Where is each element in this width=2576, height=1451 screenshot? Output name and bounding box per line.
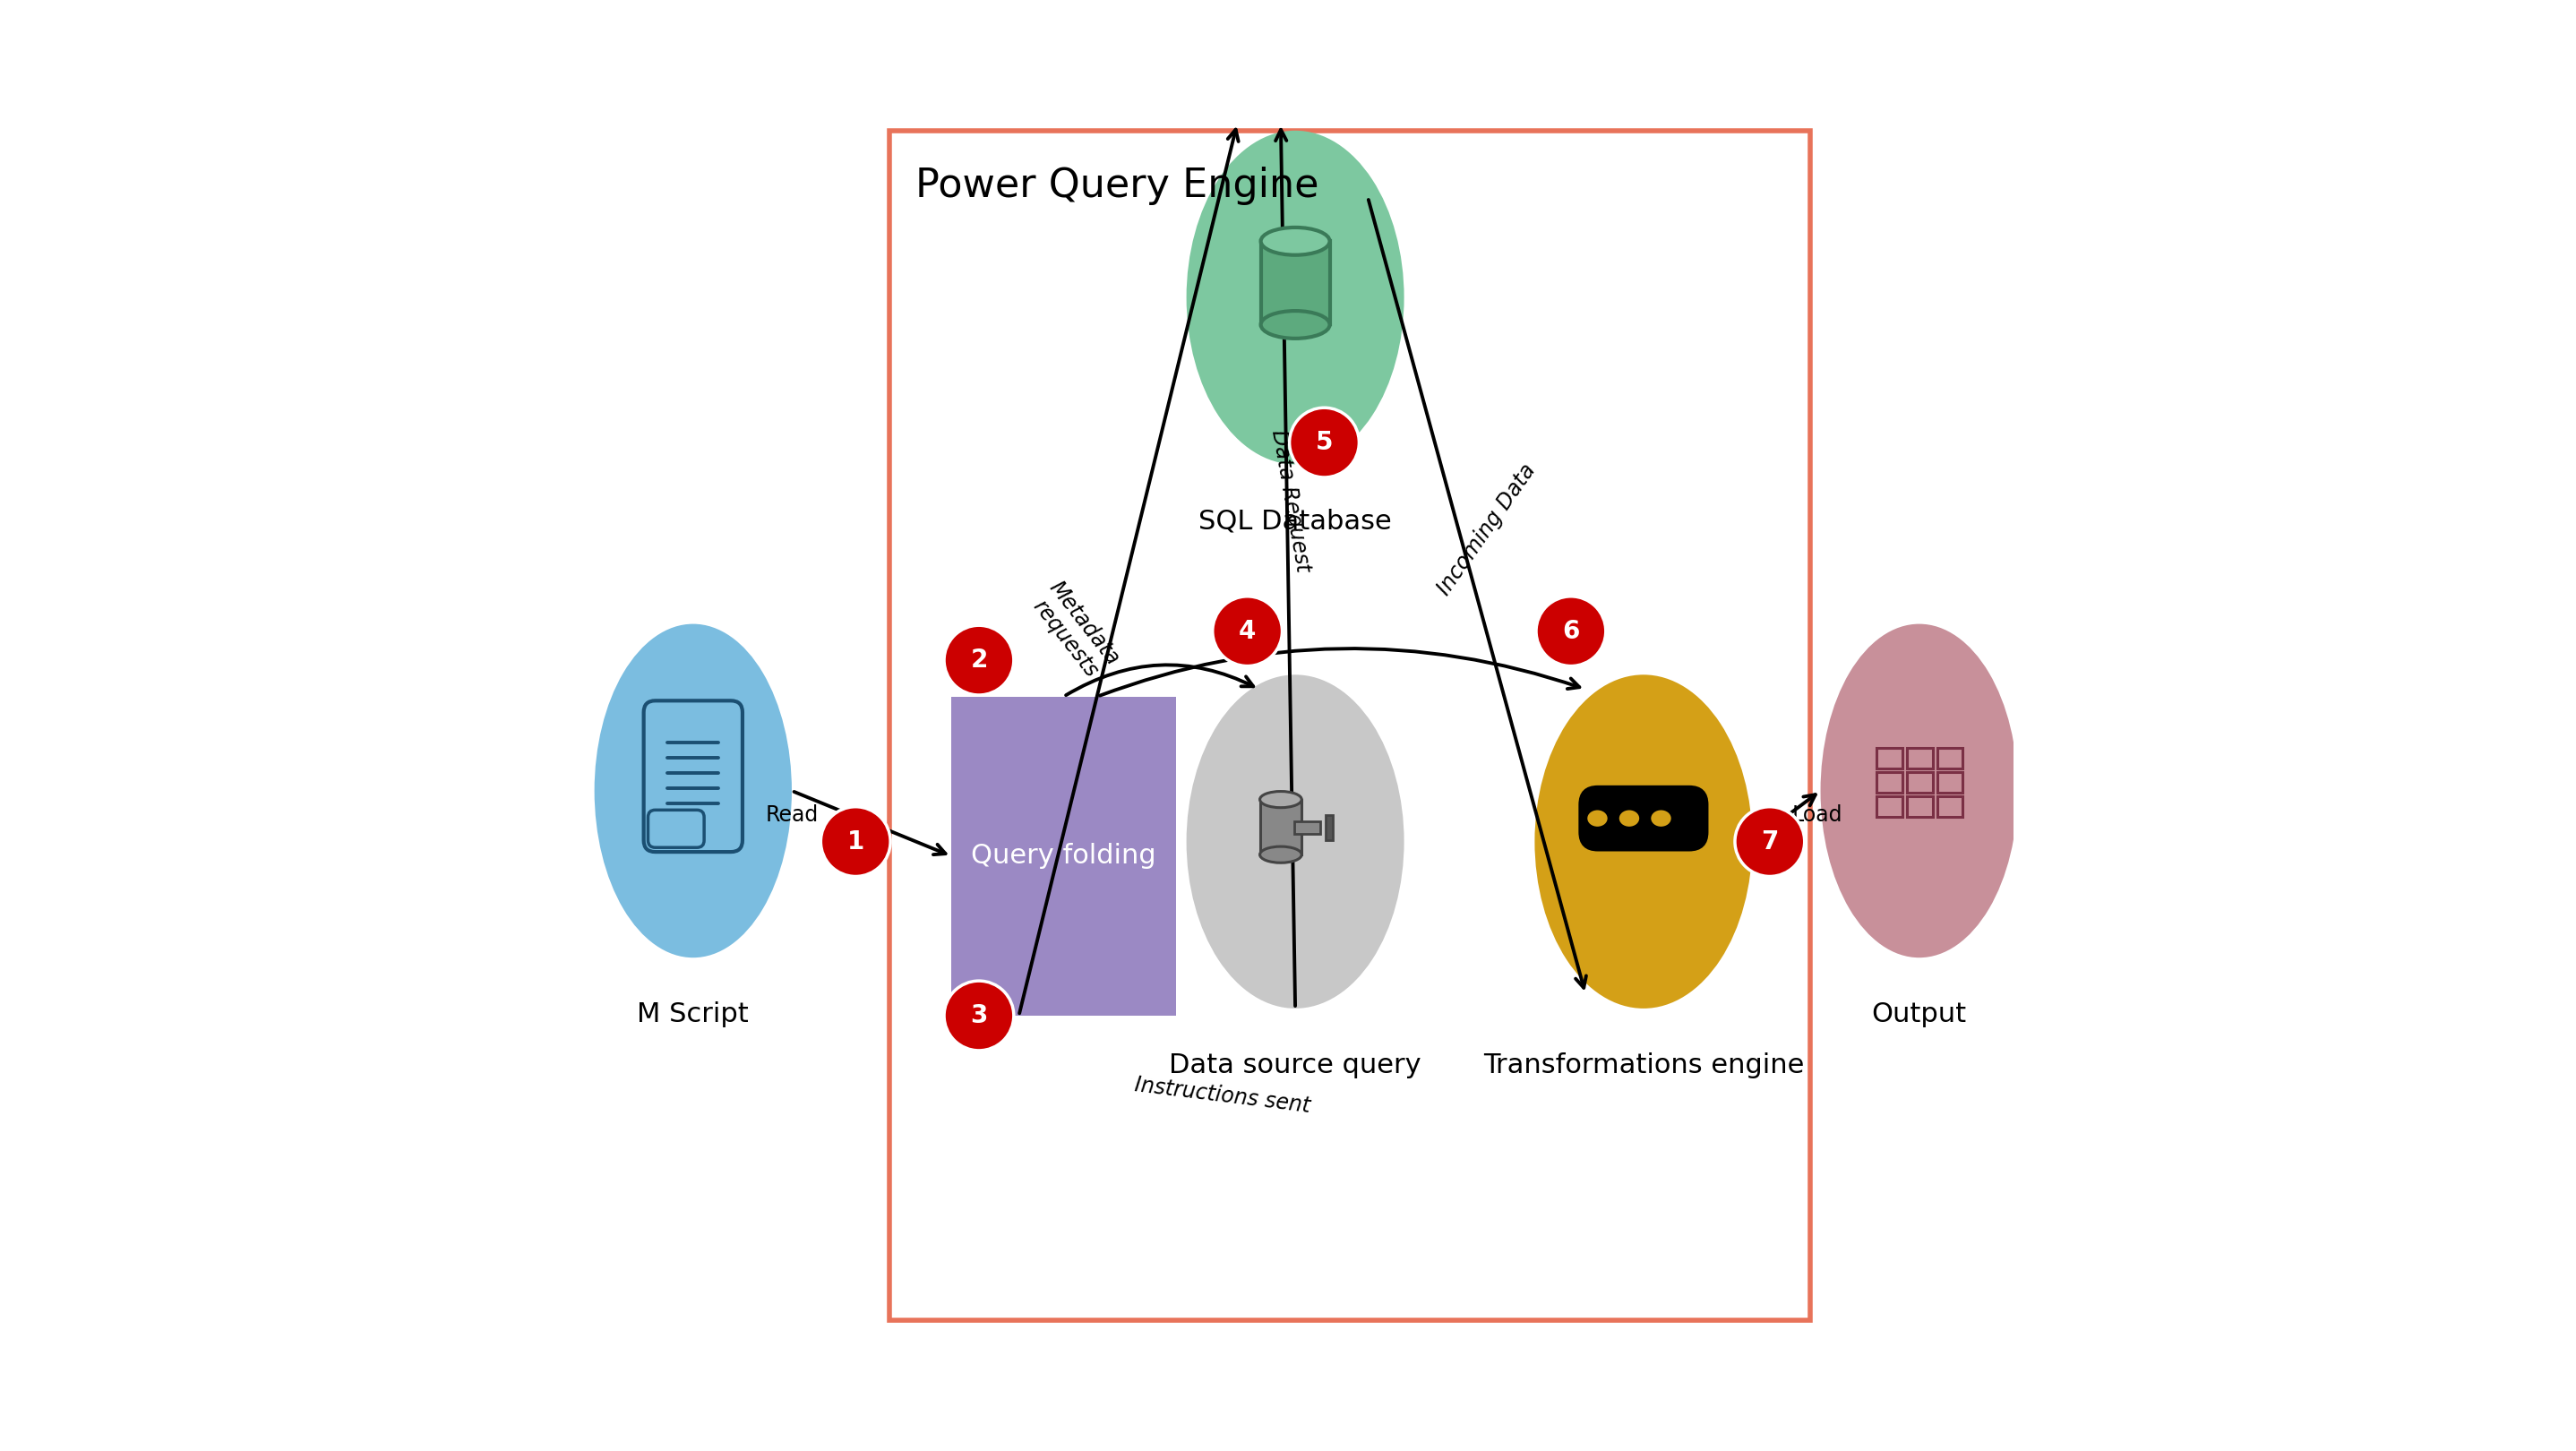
Bar bbox=[1260, 800, 1301, 855]
Text: Metadata
requests: Metadata requests bbox=[1025, 577, 1123, 685]
Text: 6: 6 bbox=[1561, 618, 1579, 644]
Text: 5: 5 bbox=[1316, 429, 1332, 456]
Text: 7: 7 bbox=[1762, 829, 1777, 855]
Text: 1: 1 bbox=[848, 829, 863, 855]
Ellipse shape bbox=[1651, 810, 1672, 827]
Circle shape bbox=[1535, 596, 1605, 666]
Text: 4: 4 bbox=[1239, 618, 1257, 644]
FancyBboxPatch shape bbox=[1659, 792, 1669, 814]
Circle shape bbox=[1291, 408, 1360, 477]
Text: Incoming Data: Incoming Data bbox=[1432, 460, 1540, 599]
FancyArrowPatch shape bbox=[1020, 129, 1239, 1013]
Text: SQL Database: SQL Database bbox=[1198, 508, 1391, 534]
Circle shape bbox=[945, 625, 1015, 695]
Text: Load: Load bbox=[1793, 805, 1842, 826]
Circle shape bbox=[822, 807, 891, 876]
Ellipse shape bbox=[1587, 810, 1607, 827]
Text: M Script: M Script bbox=[636, 1001, 750, 1027]
Bar bbox=[1327, 815, 1332, 840]
FancyArrowPatch shape bbox=[1368, 200, 1587, 988]
FancyArrowPatch shape bbox=[793, 792, 945, 855]
FancyBboxPatch shape bbox=[649, 810, 703, 847]
Bar bbox=[1260, 241, 1329, 325]
Ellipse shape bbox=[595, 624, 791, 958]
Text: Output: Output bbox=[1873, 1001, 1965, 1027]
Ellipse shape bbox=[1260, 228, 1329, 255]
Ellipse shape bbox=[1260, 846, 1301, 863]
Text: Read: Read bbox=[765, 805, 819, 826]
Ellipse shape bbox=[1260, 791, 1301, 808]
Bar bbox=[1293, 821, 1321, 834]
Text: Transformations engine: Transformations engine bbox=[1484, 1052, 1803, 1078]
Circle shape bbox=[1213, 596, 1283, 666]
Text: 3: 3 bbox=[971, 1003, 987, 1029]
Text: 2: 2 bbox=[971, 647, 987, 673]
Text: Data Request: Data Request bbox=[1267, 428, 1314, 573]
Ellipse shape bbox=[1188, 675, 1404, 1008]
FancyBboxPatch shape bbox=[1582, 788, 1708, 849]
FancyBboxPatch shape bbox=[1607, 792, 1631, 814]
Ellipse shape bbox=[1618, 810, 1641, 827]
Circle shape bbox=[945, 981, 1015, 1051]
Text: Power Query Engine: Power Query Engine bbox=[914, 167, 1319, 206]
FancyArrowPatch shape bbox=[1066, 665, 1255, 695]
FancyArrowPatch shape bbox=[1100, 649, 1579, 695]
FancyBboxPatch shape bbox=[1636, 792, 1654, 814]
Circle shape bbox=[1734, 807, 1806, 876]
Text: Data source query: Data source query bbox=[1170, 1052, 1422, 1078]
Ellipse shape bbox=[1535, 675, 1752, 1008]
Ellipse shape bbox=[1188, 131, 1404, 464]
Text: Instructions sent: Instructions sent bbox=[1133, 1074, 1311, 1117]
Text: Query folding: Query folding bbox=[971, 843, 1157, 869]
Ellipse shape bbox=[1821, 624, 2017, 958]
FancyArrowPatch shape bbox=[1754, 795, 1816, 840]
FancyBboxPatch shape bbox=[951, 696, 1177, 1016]
Ellipse shape bbox=[1260, 311, 1329, 338]
FancyArrowPatch shape bbox=[1275, 129, 1296, 1006]
